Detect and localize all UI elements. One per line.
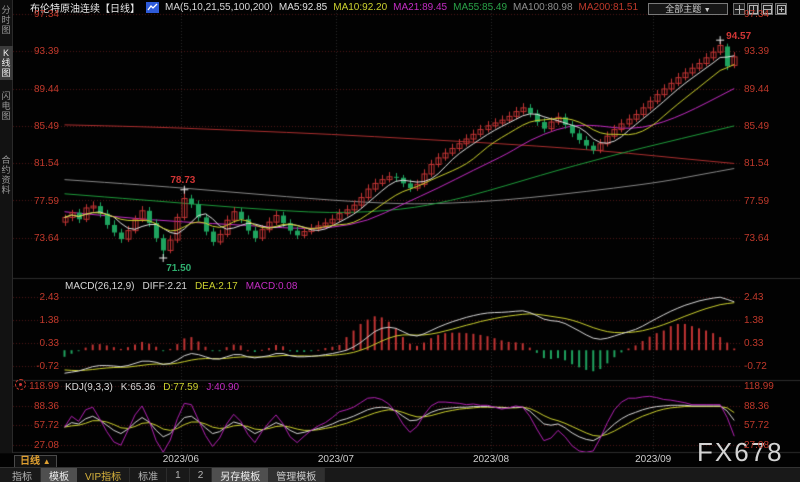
sidebar-item-time-chart[interactable]: 分时图 [1, 5, 11, 35]
bottom-tab-7[interactable]: 管理模板 [268, 468, 326, 482]
split-vertical-icon[interactable] [747, 3, 759, 15]
y-axis-label-left: 1.38 [39, 315, 59, 326]
y-axis-label-left: 57.72 [33, 420, 59, 432]
bottom-tabbar: 指标 模板 VIP指标 标准 1 2 另存模板 管理模板 [0, 467, 800, 482]
price-annotation: 71.50 [166, 263, 192, 274]
y-axis-label-right: 89.44 [744, 83, 770, 95]
macd-dea-readout: DEA:2.17 [194, 281, 238, 292]
y-axis-label-right: 1.38 [744, 315, 764, 326]
period-label: 日线 [20, 456, 40, 467]
ma-readout-5: MA200:81.51 [578, 2, 639, 13]
y-axis-label-left: 73.64 [33, 232, 59, 244]
y-axis-label-right: 27.08 [744, 440, 770, 452]
x-axis-date-label: 2023/06 [162, 454, 199, 465]
ma-readout-2: MA21:89.45 [393, 2, 448, 13]
split-horizontal-icon[interactable] [761, 3, 773, 15]
y-axis-label-left: 2.43 [39, 292, 59, 303]
ma-readout-0: MA5:92.85 [278, 2, 328, 13]
main-chart-header: 布伦特原油连续【日线】 MA(5,10,21,55,100,200) MA5:9… [30, 1, 638, 15]
chart-mode-sidebar: 分时图 K线图闪电图合约资料 [0, 0, 13, 453]
sidebar-item-lightning-chart[interactable]: 闪电图 [1, 91, 11, 121]
bottom-tab-5[interactable]: 2 [190, 468, 213, 482]
y-axis-label-left: 85.49 [33, 120, 59, 132]
chart-style-icon[interactable] [146, 2, 159, 13]
price-annotation: 78.73 [170, 174, 196, 186]
kdj-k-readout: K:65.36 [120, 382, 156, 393]
kdj-param-label: KDJ(9,3,3) [65, 382, 113, 393]
y-axis-label-left: 118.99 [29, 381, 59, 392]
price-annotation: 94.57 [726, 31, 752, 43]
y-axis-label-right: 57.72 [744, 420, 770, 432]
y-axis-label-left: 88.36 [33, 400, 59, 412]
chart-toolbar [733, 3, 787, 15]
macd-param-label: MACD(26,12,9) [65, 281, 135, 292]
y-axis-label-right: 85.49 [744, 120, 770, 132]
ma-readouts: MA5:92.85 MA10:92.20 MA21:89.45 MA55:85.49 M… [279, 2, 638, 13]
sidebar-item-contract-info[interactable]: 合约资料 [1, 155, 11, 195]
y-axis-label-right: 88.36 [744, 400, 770, 412]
ma-readout-3: MA55:85.49 [453, 2, 508, 13]
triangle-up-icon: ▲ [42, 457, 51, 466]
y-axis-label-left: -0.72 [36, 361, 59, 372]
macd-macd-readout: MACD:0.08 [245, 281, 298, 292]
y-axis-label-left: 97.34 [33, 9, 59, 20]
macd-header: MACD(26,12,9) DIFF:2.21 DEA:2.17 MACD:0.… [65, 281, 297, 292]
kdj-settings-icon[interactable] [15, 379, 26, 390]
add-panel-icon[interactable] [775, 3, 787, 15]
y-axis-label-right: -0.72 [744, 361, 767, 372]
theme-dropdown-label: 全部主题 [665, 4, 702, 14]
y-axis-label-left: 0.33 [39, 338, 59, 349]
fx678-watermark: FX678 [697, 437, 784, 467]
ma-readout-1: MA10:92.20 [333, 2, 388, 13]
x-axis-date-label: 2023/08 [472, 454, 510, 465]
y-axis-label-right: 81.54 [744, 158, 770, 170]
y-axis-label-left: 89.44 [33, 83, 59, 95]
kdj-j-readout: J:40.90 [206, 382, 240, 393]
bottom-tab-1[interactable]: 模板 [41, 468, 77, 482]
pan-icon[interactable] [733, 3, 745, 15]
y-axis-label-left: 27.08 [33, 440, 59, 452]
y-axis-label-right: 97.34 [744, 9, 770, 20]
bottom-tab-0[interactable]: 指标 [4, 468, 41, 482]
y-axis-label-right: 73.64 [744, 232, 770, 244]
theme-dropdown[interactable]: 全部主题 ▼ [648, 3, 728, 15]
y-axis-label-right: 77.59 [744, 195, 770, 207]
bottom-tab-2[interactable]: VIP指标 [77, 468, 131, 482]
ma-readout-4: MA100:80.98 [513, 2, 573, 13]
macd-diff-readout: DIFF:2.21 [142, 281, 187, 292]
kdj-d-readout: D:77.59 [163, 382, 199, 393]
bottom-tab-3[interactable]: 标准 [130, 468, 168, 482]
x-axis-date-label: 2023/07 [317, 454, 354, 465]
y-axis-label-right: 93.39 [744, 46, 770, 58]
y-axis-label-left: 77.59 [33, 195, 59, 207]
y-axis-label-right: 0.33 [744, 338, 764, 349]
y-axis-label-right: 118.99 [744, 381, 774, 392]
y-axis-label-left: 93.39 [33, 46, 59, 58]
symbol-title: 布伦特原油连续【日线】 [30, 4, 140, 15]
chevron-down-icon: ▼ [703, 7, 711, 14]
kdj-header: KDJ(9,3,3) K:65.36 D:77.59 J:40.90 [65, 382, 239, 393]
x-axis-date-label: 2023/09 [635, 454, 672, 465]
ma-param-label: MA(5,10,21,55,100,200) [165, 2, 273, 13]
y-axis-label-right: 2.43 [744, 292, 764, 303]
y-axis-label-left: 81.54 [33, 158, 59, 170]
bottom-tab-4[interactable]: 1 [167, 468, 190, 482]
sidebar-item-kline-chart[interactable]: K线图 [0, 46, 13, 80]
bottom-tab-6[interactable]: 另存模板 [212, 468, 269, 482]
